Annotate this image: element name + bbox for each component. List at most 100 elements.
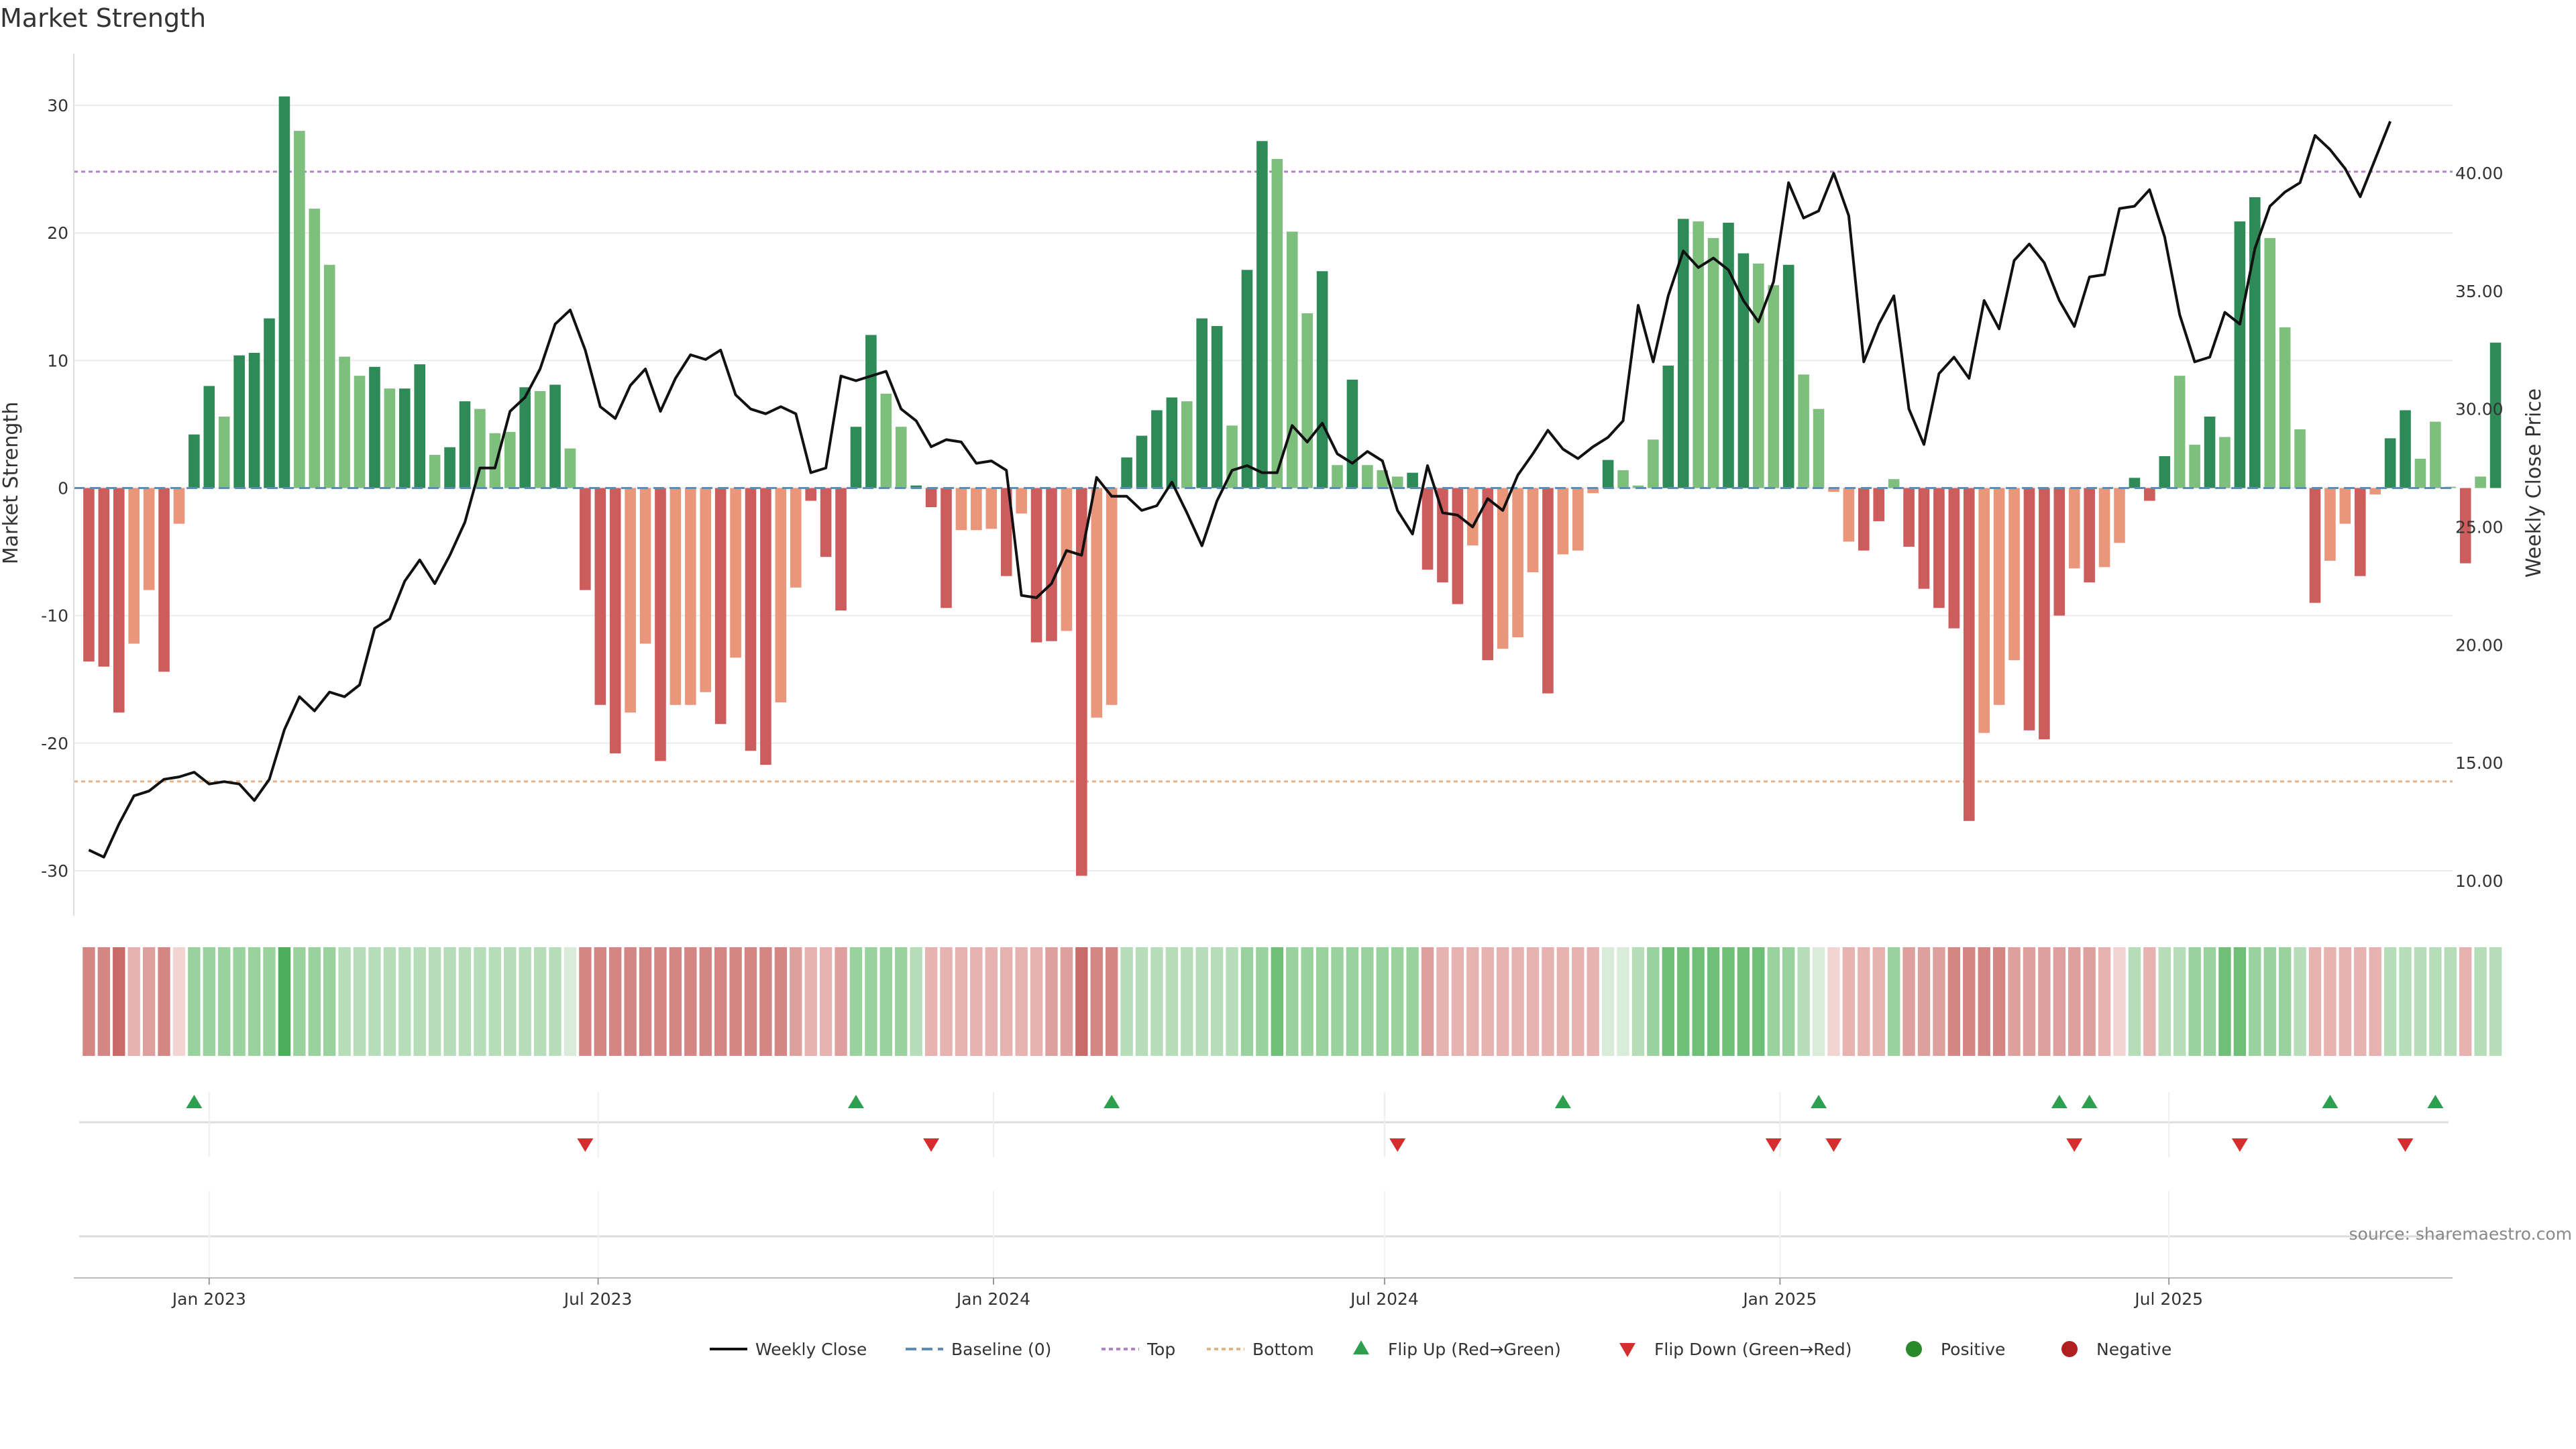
strip-cell [1135,947,1148,1056]
strip-cell [2038,947,2051,1056]
strip-cell [1587,947,1599,1056]
strip-cell [1015,947,1028,1056]
strip-cell [1842,947,1856,1056]
source-note: source: sharemaestro.com [2349,1224,2573,1244]
flip-signals-panel [79,1092,2449,1278]
flip-down-marker [1825,1138,1842,1152]
strip-cell [804,947,817,1056]
strip-cell [2218,947,2231,1056]
strength-bar [1226,425,1238,488]
strength-bar [158,488,170,672]
strength-bar [1512,488,1523,637]
strip-cell [1075,947,1088,1056]
strength-bar [1121,457,1132,488]
strength-bar [1813,409,1825,488]
strength-bar [2489,342,2502,488]
strength-bar [2279,327,2291,488]
strength-bar [625,488,636,713]
strip-cell [1301,947,1313,1056]
strength-bar [1873,488,1885,521]
strength-bar [1527,488,1539,572]
strip-cell [1256,947,1269,1056]
strip-cell [1617,947,1629,1056]
strength-bar [700,488,712,692]
flip-up-marker [1811,1095,1827,1108]
x-tick-label: Jan 2023 [171,1289,246,1309]
flip-up-marker [1104,1095,1120,1108]
strip-cell [1105,947,1118,1056]
strength-bar [1602,460,1614,488]
strength-bar [2339,488,2351,524]
strength-bar [2369,488,2381,495]
strength-bar [354,376,366,488]
strip-cell [819,947,833,1056]
strength-bar [2294,429,2306,488]
strength-bar [1136,435,1148,488]
strip-cell [2173,947,2186,1056]
strip-cell [1436,947,1449,1056]
strip-cell [1060,947,1073,1056]
strip-cell [2158,947,2171,1056]
strip-cell [2113,947,2126,1056]
strength-bar [714,488,727,724]
strength-bar [2430,421,2441,488]
strip-cell [955,947,968,1056]
strip-cell [2383,947,2397,1056]
strip-cell [639,947,652,1056]
strip-cell [759,947,772,1056]
strip-cell [985,947,998,1056]
strength-bar [1782,264,1794,488]
strip-cell [594,947,606,1056]
strip-cell [2053,947,2065,1056]
legend: Weekly Close Baseline (0) Top Bottom Flip Up… [710,1340,2171,1359]
strength-bar [128,488,140,644]
strength-bar [2414,458,2426,488]
strip-cell [609,947,622,1056]
y-tick-label-left: 0 [58,479,68,498]
strip-cell [2083,947,2096,1056]
strip-cell [1481,947,1494,1056]
strip-cell [2399,947,2412,1056]
strip-cell [188,947,201,1056]
strength-bar [278,96,290,488]
strip-cell [2294,947,2306,1056]
strip-cell [2188,947,2201,1056]
strip-cell [127,947,140,1056]
legend-item: Baseline (0) [906,1340,1051,1359]
strength-bar [549,384,561,488]
y-tick-label-right: 20.00 [2455,635,2504,655]
strip-cell [2263,947,2276,1056]
strength-bar [925,488,937,508]
strength-bar [1286,231,1298,488]
strip-cell [383,947,396,1056]
strength-bar [173,488,185,524]
y-tick-label-left: 30 [47,96,68,115]
strip-cell [2429,947,2442,1056]
strip-cell [2203,947,2216,1056]
strength-bar [1391,476,1403,488]
strength-bar [519,387,531,488]
strip-cell [1662,947,1675,1056]
strip-cell [1812,947,1825,1056]
y-tick-label-left: 20 [47,223,68,243]
strength-bar [504,431,516,488]
strip-cell [624,947,637,1056]
strength-bar [1452,488,1464,604]
weekly-close-series [88,121,2392,859]
flip-down-marker [1389,1138,1406,1152]
strength-bar [1587,488,1599,494]
strip-cell [2098,947,2111,1056]
strength-bar [1061,488,1073,631]
strip-cell [1752,947,1765,1056]
strength-bar [1497,488,1509,649]
strength-bar [2008,488,2020,661]
strength-bar [2053,488,2065,616]
strength-bar [1241,270,1253,488]
strip-cell [699,947,712,1056]
strength-bar [564,448,576,488]
strength-bar [2475,476,2486,488]
legend-item: Top [1102,1340,1175,1359]
strip-cell [1872,947,1885,1056]
legend-swatch [1353,1340,1369,1354]
flip-up-marker [2051,1095,2068,1108]
